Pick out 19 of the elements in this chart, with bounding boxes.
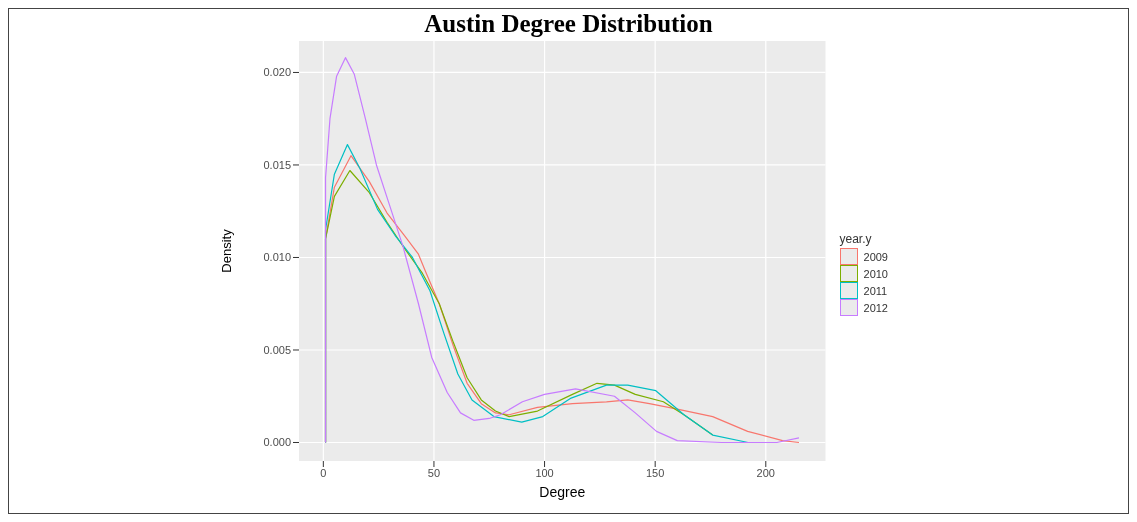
x-tick-label: 100 [535, 466, 554, 479]
line-series [324, 57, 800, 444]
legend-label: 2012 [863, 301, 888, 314]
y-tick-label: 0.015 [263, 158, 291, 171]
legend-label: 2011 [863, 284, 888, 297]
chart-title: Austin Degree Distribution [423, 9, 714, 39]
y-tick-label: 0.000 [263, 436, 291, 449]
x-tick-label: 200 [756, 466, 775, 479]
legend-title: year.y [839, 232, 873, 246]
x-tick-label: 50 [427, 466, 441, 479]
x-tick-label: 0 [320, 466, 327, 479]
y-axis-title: Density [218, 228, 234, 273]
y-tick-label: 0.005 [263, 343, 291, 356]
x-axis-title: Degree [539, 484, 586, 500]
y-tick-label: 0.010 [263, 251, 291, 264]
legend-label: 2009 [863, 250, 888, 263]
y-tick-label: 0.020 [263, 66, 291, 79]
legend-label: 2010 [863, 267, 888, 280]
x-tick-label: 150 [645, 466, 665, 479]
